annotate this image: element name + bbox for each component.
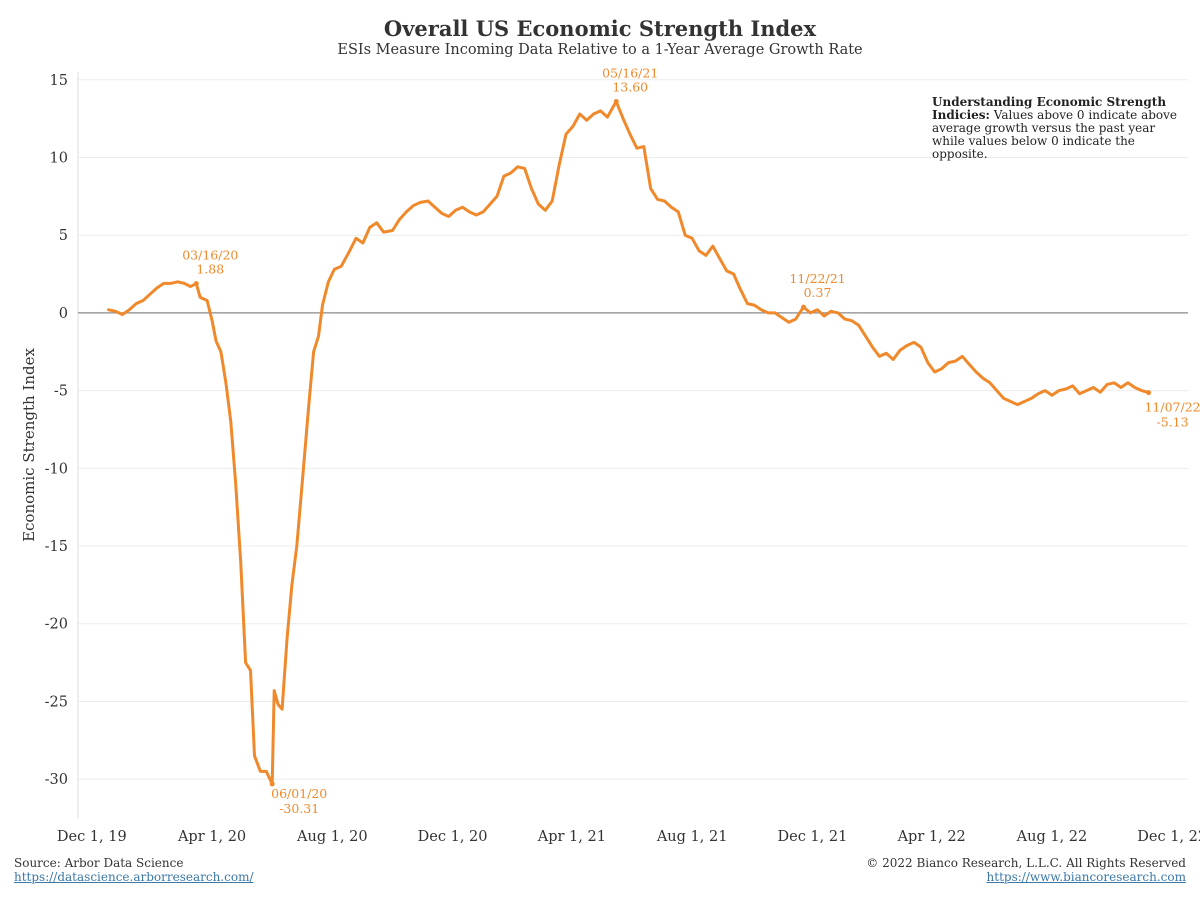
site-link[interactable]: https://www.biancoresearch.com	[986, 870, 1186, 884]
annotation-date-label: 05/16/21	[602, 66, 658, 81]
annotation-point	[613, 99, 619, 105]
annotation-date-label: 03/16/20	[182, 248, 238, 263]
y-tick-label: 15	[50, 73, 68, 89]
source-text: Source: Arbor Data Science	[14, 856, 184, 870]
explanation-note: Understanding Economic Strength Indicies…	[932, 96, 1182, 161]
y-tick-label: -10	[45, 461, 68, 477]
x-tick-label: Dec 1, 21	[777, 829, 847, 845]
y-axis-label: Economic Strength Index	[20, 348, 38, 542]
annotation-value-label: -30.31	[279, 801, 319, 816]
footer-copyright: © 2022 Bianco Research, L.L.C. All Right…	[866, 856, 1186, 884]
x-tick-label: Apr 1, 20	[177, 829, 246, 845]
y-tick-label: 5	[59, 228, 68, 244]
copyright-text: © 2022 Bianco Research, L.L.C. All Right…	[866, 856, 1186, 870]
annotation-point	[269, 781, 275, 787]
y-tick-label: 10	[50, 150, 68, 166]
chart-subtitle: ESIs Measure Incoming Data Relative to a…	[337, 42, 863, 58]
x-tick-label: Dec 1, 19	[57, 829, 127, 845]
annotation-point	[193, 281, 199, 287]
y-tick-label: -15	[45, 539, 68, 555]
annotation-date-label: 11/07/22	[1144, 400, 1200, 415]
annotation-point	[801, 304, 807, 310]
annotation-point	[1146, 390, 1152, 396]
annotation-value-label: 1.88	[196, 262, 224, 277]
x-tick-label: Dec 1, 20	[418, 829, 488, 845]
annotation-value-label: -5.13	[1157, 415, 1189, 430]
x-tick-label: Apr 1, 21	[537, 829, 606, 845]
annotation-date-label: 06/01/20	[271, 786, 327, 801]
x-tick-label: Dec 1, 22	[1137, 829, 1200, 845]
annotation-value-label: 13.60	[612, 80, 648, 95]
annotation-value-label: 0.37	[804, 285, 832, 300]
chart-title: Overall US Economic Strength Index	[383, 16, 817, 41]
x-tick-label: Apr 1, 22	[897, 829, 966, 845]
y-tick-label: -20	[45, 617, 68, 633]
y-tick-label: -25	[45, 694, 68, 710]
y-tick-label: -30	[45, 772, 68, 788]
x-tick-label: Aug 1, 20	[296, 829, 368, 845]
footer-source: Source: Arbor Data Science https://datas…	[14, 856, 254, 884]
annotation-date-label: 11/22/21	[789, 271, 845, 286]
note-heading: Understanding Economic Strength Indicies…	[932, 95, 1167, 122]
y-tick-label: 0	[59, 306, 68, 322]
note-body: Values above 0 indicate above average gr…	[932, 108, 1178, 161]
series-line	[107, 100, 1151, 786]
source-link[interactable]: https://datascience.arborresearch.com/	[14, 870, 254, 884]
x-tick-label: Aug 1, 21	[656, 829, 728, 845]
x-tick-label: Aug 1, 22	[1016, 829, 1088, 845]
y-tick-label: -5	[54, 384, 68, 400]
